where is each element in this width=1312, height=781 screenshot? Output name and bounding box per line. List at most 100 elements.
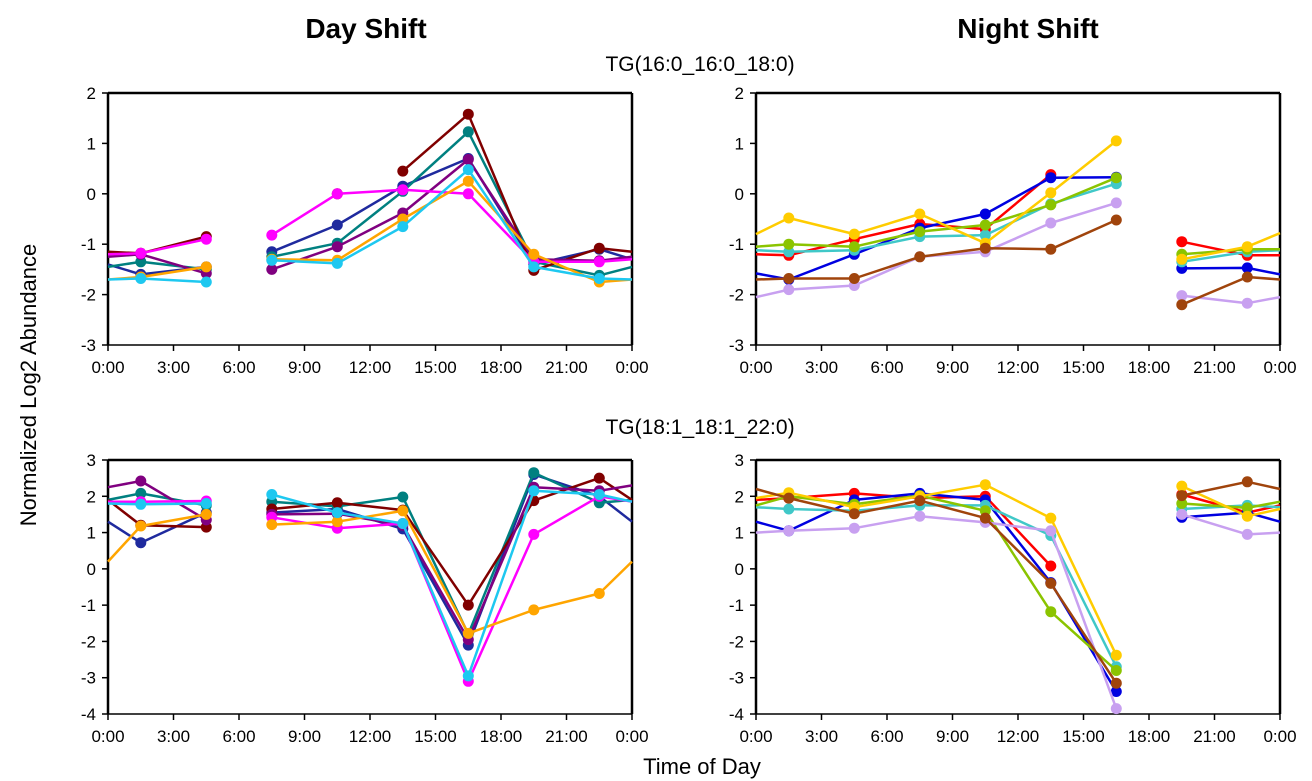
y-tick-label: -4 — [729, 705, 744, 724]
data-point — [848, 508, 860, 520]
x-tick-label: 0:00 — [1263, 727, 1296, 746]
y-tick-label: -1 — [729, 235, 744, 254]
series-line — [755, 492, 1118, 693]
data-point — [1110, 649, 1122, 661]
x-tick-label: 21:00 — [1193, 358, 1236, 377]
series-line — [1181, 480, 1281, 497]
series-line — [755, 175, 1117, 281]
data-point — [1110, 677, 1122, 689]
y-tick-label: 1 — [87, 524, 96, 543]
data-point — [266, 254, 278, 266]
y-tick-label: -1 — [729, 596, 744, 615]
series-line — [108, 499, 207, 503]
data-point — [331, 241, 343, 253]
x-axis-label: Time of Day — [643, 754, 761, 779]
data-point — [979, 219, 991, 231]
data-point — [331, 507, 343, 519]
data-point — [783, 284, 795, 296]
data-point — [979, 512, 991, 524]
x-tick-label: 21:00 — [1193, 727, 1236, 746]
data-point — [528, 528, 540, 540]
data-point — [1110, 665, 1122, 676]
data-point — [135, 273, 147, 284]
series-5 — [107, 184, 633, 268]
data-point — [397, 221, 409, 233]
data-point — [1176, 236, 1188, 248]
x-tick-label: 0:00 — [739, 727, 772, 746]
series-line — [107, 513, 207, 563]
data-point — [397, 213, 409, 225]
data-point — [135, 487, 147, 499]
series-5 — [755, 479, 1281, 661]
data-point — [1176, 508, 1188, 520]
x-tick-label: 0:00 — [615, 727, 648, 746]
series-line — [1181, 511, 1281, 523]
data-point — [462, 175, 474, 187]
series-line — [271, 179, 633, 284]
series-4 — [755, 490, 1281, 676]
column-title-day: Day Shift — [305, 13, 426, 44]
data-point — [266, 229, 278, 241]
data-point — [462, 154, 474, 165]
y-tick-label: -2 — [81, 632, 96, 651]
x-tick-label: 0:00 — [91, 727, 124, 746]
row-title-top: TG(16:0_16:0_18:0) — [605, 53, 794, 76]
data-point — [1176, 253, 1188, 265]
x-tick-label: 3:00 — [157, 727, 190, 746]
series-3 — [107, 472, 633, 611]
series-7 — [755, 476, 1281, 689]
data-point — [914, 495, 926, 507]
x-tick-label: 6:00 — [870, 727, 903, 746]
data-point — [1176, 480, 1188, 492]
series-1 — [107, 469, 633, 651]
data-point — [135, 537, 147, 549]
data-point — [397, 505, 409, 517]
data-point — [397, 165, 409, 177]
y-tick-label: -1 — [81, 235, 96, 254]
chart-panel-1: -3 -2 -1 0 1 2 0:00 3:00 6:00 9:00 12:00 15:00 18:00… — [81, 84, 649, 377]
data-point — [266, 519, 278, 531]
data-point — [1110, 703, 1122, 715]
series-line — [271, 473, 633, 647]
data-point — [462, 599, 474, 611]
x-tick-label: 9:00 — [936, 727, 969, 746]
data-point — [1045, 172, 1057, 184]
data-point — [1176, 299, 1188, 311]
data-point — [397, 491, 409, 503]
x-tick-label: 15:00 — [414, 727, 457, 746]
x-tick-label: 9:00 — [288, 727, 321, 746]
data-point — [914, 251, 926, 263]
data-point — [135, 498, 147, 510]
data-point — [1045, 187, 1057, 199]
data-point — [593, 472, 605, 484]
data-point — [783, 273, 795, 284]
data-point — [783, 212, 795, 224]
x-tick-label: 3:00 — [157, 358, 190, 377]
data-point — [979, 208, 991, 220]
chart-panel-2: -3 -2 -1 0 1 2 0:00 3:00 6:00 9:00 12:00 15:00 18:00… — [729, 84, 1297, 377]
x-tick-label: 15:00 — [414, 358, 457, 377]
data-point — [1241, 262, 1253, 274]
series-2 — [107, 126, 633, 281]
data-point — [1176, 498, 1188, 509]
data-point — [1045, 199, 1057, 211]
data-point — [135, 520, 147, 532]
data-point — [331, 219, 343, 231]
data-point — [1045, 217, 1057, 229]
data-point — [593, 489, 605, 500]
y-tick-label: 2 — [87, 487, 96, 506]
series-7 — [107, 485, 633, 682]
data-point — [462, 670, 474, 682]
data-point — [1110, 135, 1122, 147]
series-7 — [755, 214, 1281, 311]
x-tick-label: 18:00 — [480, 727, 523, 746]
data-point — [1045, 606, 1057, 618]
data-point — [462, 164, 474, 176]
x-tick-label: 12:00 — [997, 727, 1040, 746]
data-point — [1110, 197, 1122, 209]
y-tick-label: -4 — [81, 705, 96, 724]
x-tick-label: 18:00 — [1128, 358, 1171, 377]
data-point — [1045, 577, 1057, 589]
data-point — [783, 525, 795, 537]
